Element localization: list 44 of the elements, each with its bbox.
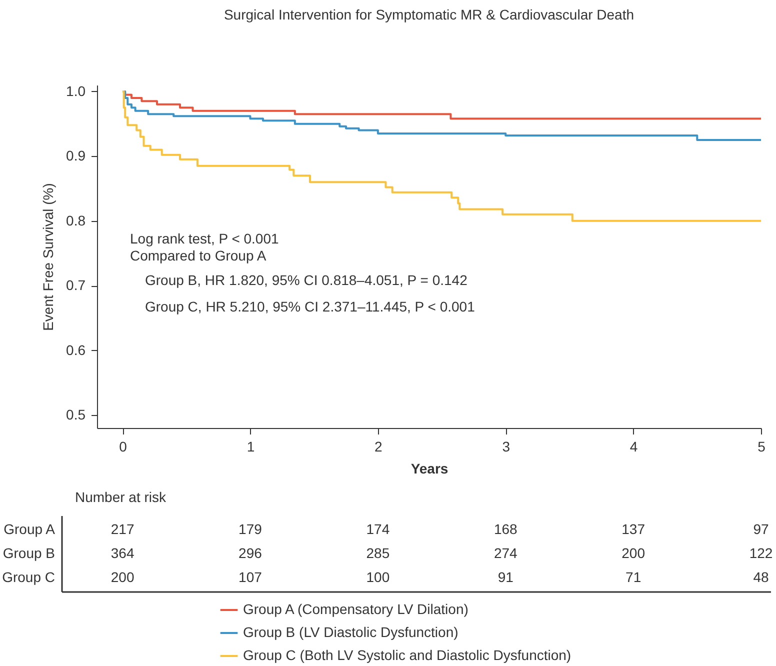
text: Group A [4, 521, 56, 537]
x-tick-label: 4 [630, 438, 638, 454]
x-tick-label: 1 [246, 438, 255, 454]
text: 174 [366, 521, 390, 537]
y-tick-label: 0.8 [66, 212, 86, 228]
annotation: Log rank test, P < 0.001 [130, 230, 280, 247]
text: 71 [626, 569, 642, 585]
text: 107 [238, 569, 262, 585]
y-tick-label: 1.0 [66, 82, 86, 99]
text: 217 [110, 521, 134, 537]
text: 122 [749, 545, 773, 561]
x-tick-label: 2 [374, 438, 383, 454]
y-axis-title: Event Free Survival (%) [40, 183, 56, 331]
text: 179 [238, 521, 262, 537]
y-tick-label: 0.7 [66, 277, 86, 294]
text: 285 [366, 545, 390, 561]
annotation: Compared to Group A [130, 248, 267, 264]
text: 364 [110, 545, 134, 561]
text: 296 [238, 545, 262, 561]
x-tick-label: 0 [119, 438, 128, 454]
text: 200 [110, 569, 134, 585]
text: Group C [2, 569, 55, 585]
text: 168 [494, 521, 518, 537]
legend-label: Group B (LV Diastolic Dysfunction) [243, 624, 458, 640]
text: Number at risk [75, 489, 168, 505]
chart-title: Surgical Intervention for Symptomatic MR & Cardiovascular Death [224, 6, 634, 22]
text: 91 [498, 569, 514, 585]
text: 200 [622, 545, 646, 561]
annotation: Group B, HR 1.820, 95% CI 0.818–4.051, P = 0.142 [145, 272, 468, 288]
text: 137 [622, 521, 646, 537]
text: 48 [753, 569, 769, 585]
text: 97 [753, 521, 769, 537]
x-tick-label: 5 [758, 438, 766, 454]
text: 100 [366, 569, 390, 585]
text: 274 [494, 545, 518, 561]
y-tick-label: 0.9 [66, 148, 86, 164]
y-tick-label: 0.5 [66, 406, 86, 423]
x-axis-title: Years [410, 460, 448, 476]
legend-label: Group A (Compensatory LV Dilation) [243, 601, 468, 617]
x-tick-label: 3 [502, 438, 510, 454]
y-tick-label: 0.6 [66, 342, 86, 358]
legend-label: Group C (Both LV Systolic and Diastolic Dysfunction) [243, 647, 572, 663]
text: Group B [2, 545, 55, 561]
annotation: Group C, HR 5.210, 95% CI 2.371–11.445, P < 0.001 [145, 298, 476, 314]
